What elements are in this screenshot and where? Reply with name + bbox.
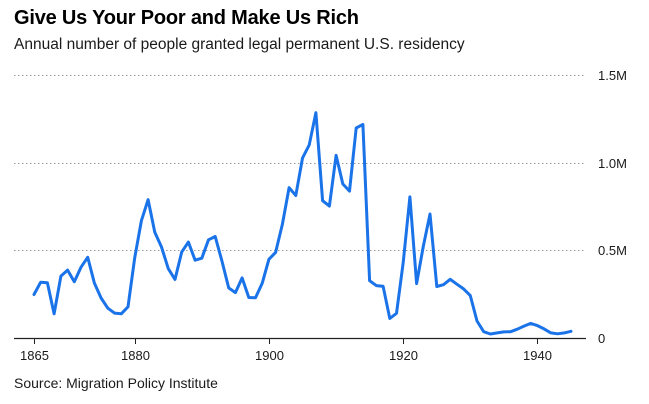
series-line [32, 111, 573, 336]
x-tick-label: 1865 [20, 348, 49, 363]
x-axis: 1865 1880 1900 1920 1940 [20, 338, 552, 363]
y-axis-labels: 0 0.5M 1.0M 1.5M [598, 68, 627, 346]
series-layer [32, 111, 573, 336]
y-tick-label: 0 [598, 331, 605, 346]
gridlines [14, 75, 586, 340]
chart-title: Give Us Your Poor and Make Us Rich [14, 7, 359, 29]
chart-subtitle: Annual number of people granted legal pe… [14, 36, 465, 53]
chart-source: Source: Migration Policy Institute [14, 375, 218, 391]
x-tick-label: 1940 [523, 348, 552, 363]
y-tick-label: 0.5M [598, 243, 627, 258]
y-tick-label: 1.5M [598, 68, 627, 83]
x-tick-label: 1880 [121, 348, 150, 363]
x-tick-label: 1900 [255, 348, 284, 363]
y-tick-label: 1.0M [598, 156, 627, 171]
x-tick-label: 1920 [389, 348, 418, 363]
